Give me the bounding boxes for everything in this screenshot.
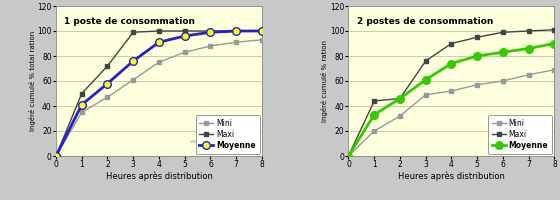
Moyenne: [130, 60, 137, 62]
Line: Maxi: Maxi: [346, 27, 557, 158]
Moyenne: [104, 82, 111, 85]
Moyenne: [551, 42, 558, 45]
Moyenne: [233, 30, 240, 32]
Maxi: [396, 97, 403, 100]
Mini: [181, 51, 188, 53]
Maxi: [130, 31, 137, 33]
Moyenne: [500, 51, 506, 53]
Legend: Mini, Maxi, Moyenne: Mini, Maxi, Moyenne: [488, 115, 552, 154]
Maxi: [207, 30, 214, 32]
Mini: [233, 41, 240, 43]
Maxi: [345, 155, 352, 157]
Mini: [53, 155, 59, 157]
Mini: [78, 111, 85, 113]
Mini: [448, 90, 455, 92]
Mini: [500, 80, 506, 82]
Maxi: [448, 42, 455, 45]
Mini: [207, 45, 214, 47]
Moyenne: [371, 114, 377, 116]
Y-axis label: Ingéré cumulé % ration: Ingéré cumulé % ration: [321, 40, 328, 122]
Text: www.cuniculture.info: www.cuniculture.info: [190, 139, 256, 144]
Mini: [371, 130, 377, 132]
Moyenne: [474, 55, 480, 57]
Maxi: [371, 100, 377, 102]
Line: Moyenne: Moyenne: [52, 27, 266, 160]
Maxi: [104, 65, 111, 67]
Moyenne: [448, 62, 455, 65]
Maxi: [422, 60, 429, 62]
Y-axis label: Ingéré cumulé % total ration: Ingéré cumulé % total ration: [29, 31, 36, 131]
Maxi: [78, 92, 85, 95]
Line: Mini: Mini: [54, 37, 264, 158]
Moyenne: [53, 155, 59, 157]
X-axis label: Heures après distribution: Heures après distribution: [105, 172, 212, 181]
Moyenne: [422, 79, 429, 81]
Maxi: [181, 30, 188, 32]
Legend: Mini, Maxi, Moyenne: Mini, Maxi, Moyenne: [195, 115, 260, 154]
Moyenne: [259, 30, 265, 32]
Maxi: [474, 36, 480, 38]
Mini: [156, 61, 162, 63]
Text: 2 postes de consommation: 2 postes de consommation: [357, 17, 493, 25]
Line: Mini: Mini: [346, 67, 557, 158]
Mini: [130, 79, 137, 81]
Mini: [396, 115, 403, 117]
Moyenne: [396, 97, 403, 100]
X-axis label: Heures après distribution: Heures après distribution: [398, 172, 505, 181]
Mini: [345, 155, 352, 157]
Line: Maxi: Maxi: [54, 29, 264, 158]
Mini: [104, 96, 111, 98]
Maxi: [551, 29, 558, 31]
Maxi: [53, 155, 59, 157]
Moyenne: [525, 47, 532, 50]
Mini: [551, 69, 558, 71]
Moyenne: [345, 155, 352, 157]
Mini: [525, 74, 532, 76]
Moyenne: [207, 31, 214, 33]
Line: Moyenne: Moyenne: [344, 40, 558, 160]
Moyenne: [156, 41, 162, 43]
Moyenne: [78, 104, 85, 106]
Maxi: [525, 30, 532, 32]
Moyenne: [181, 35, 188, 37]
Mini: [422, 94, 429, 96]
Mini: [259, 39, 265, 41]
Maxi: [233, 30, 240, 32]
Maxi: [259, 30, 265, 32]
Text: 1 poste de consommation: 1 poste de consommation: [64, 17, 195, 25]
Mini: [474, 84, 480, 86]
Maxi: [500, 31, 506, 33]
Maxi: [156, 30, 162, 32]
